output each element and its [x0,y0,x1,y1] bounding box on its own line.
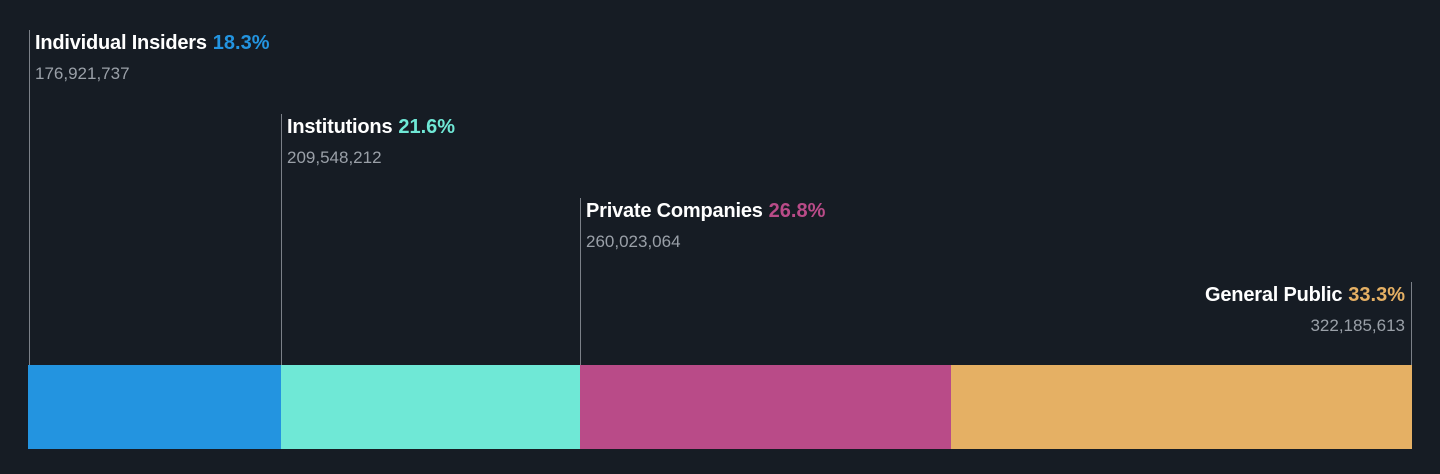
percent-label: 18.3% [212,32,270,54]
leader-line-0 [29,30,30,365]
bar-segment-0 [28,365,282,449]
leader-line-2 [580,198,581,365]
leader-line-3 [1411,282,1412,365]
percent-label: 33.3% [1348,284,1405,306]
category-label: Private Companies [586,200,763,222]
share-count-label: 176,921,737 [35,64,130,83]
share-count-label: 260,023,064 [586,232,681,251]
segment-label-1: Institutions 21.6% 209,548,212 [287,116,455,168]
leader-line-1 [281,114,282,365]
share-count-label: 322,185,613 [1310,316,1405,335]
percent-label: 26.8% [768,200,826,222]
bar-segment-2 [580,365,952,449]
segment-label-2: Private Companies 26.8% 260,023,064 [586,200,825,252]
percent-label: 21.6% [398,116,456,138]
category-label: Individual Insiders [35,32,207,54]
category-label: General Public [1205,284,1343,306]
segment-label-0: Individual Insiders 18.3% 176,921,737 [35,32,270,84]
category-label: Institutions [287,116,393,138]
segment-label-3: General Public 33.3% 322,185,613 [1205,284,1405,336]
bar-segment-1 [281,365,581,449]
share-count-label: 209,548,212 [287,148,382,167]
bar-segment-3 [951,365,1412,449]
